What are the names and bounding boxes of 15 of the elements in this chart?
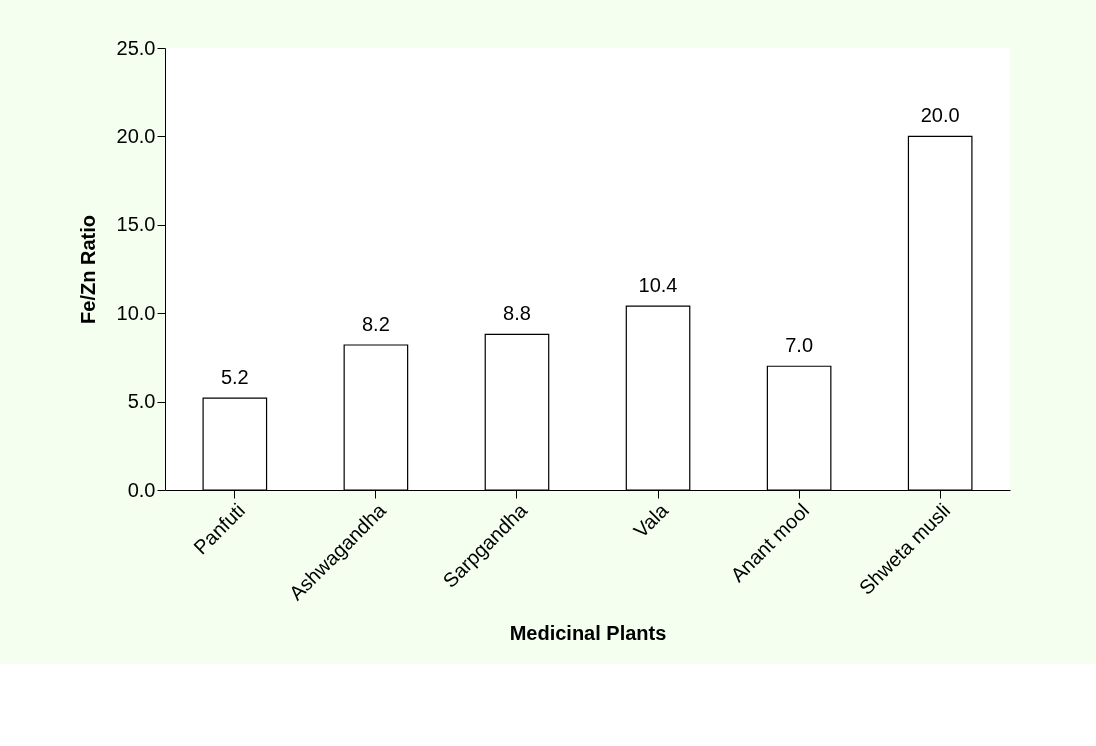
- data-label: 5.2: [220, 366, 249, 389]
- data-label: 20.0: [920, 104, 960, 127]
- y-axis-title: Fe/Zn Ratio: [76, 215, 99, 324]
- data-label: 10.4: [638, 274, 678, 297]
- y-tick-label: 15.0: [116, 213, 156, 236]
- x-tick-label: Vala: [629, 498, 673, 542]
- y-tick-label: 25.0: [116, 36, 156, 59]
- data-label: 8.2: [361, 313, 390, 336]
- y-tick-label: 5.0: [127, 390, 156, 413]
- data-label: 8.8: [503, 302, 531, 325]
- y-tick-label: 10.0: [116, 301, 156, 324]
- data-label: 7.0: [785, 334, 814, 357]
- x-axis-title: Medicinal Plants: [509, 622, 667, 645]
- y-tick-label: 20.0: [116, 124, 156, 147]
- y-tick-label: 0.0: [127, 478, 156, 501]
